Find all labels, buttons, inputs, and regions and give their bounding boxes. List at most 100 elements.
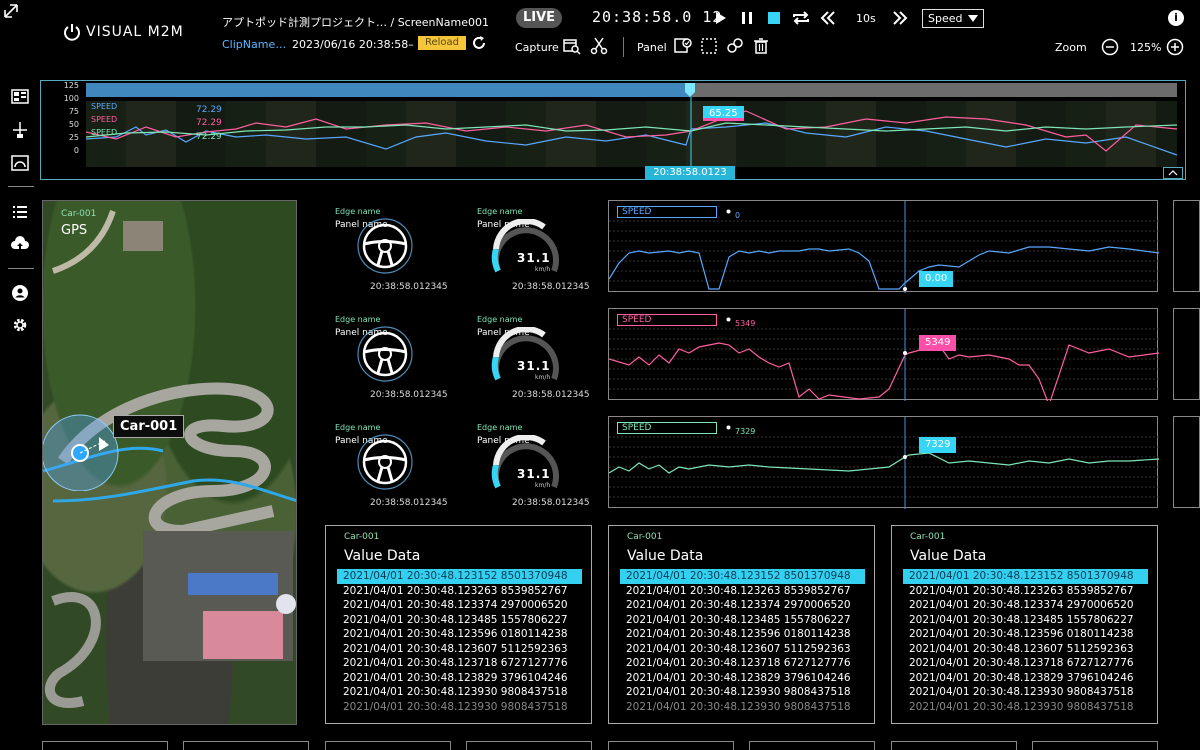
rewind-button[interactable]	[820, 9, 836, 27]
value-data-row[interactable]: 2021/04/01 20:30:48.123374 2970006520	[343, 599, 568, 611]
select-area-icon[interactable]	[700, 37, 718, 55]
timeline-handle-icon[interactable]	[685, 83, 695, 97]
value-data-row[interactable]: 2021/04/01 20:30:48.123718 6727127776	[343, 657, 568, 669]
value-data-row[interactable]: 2021/04/01 20:30:48.123607 5112592363	[909, 642, 1134, 655]
speed-gauge-icon[interactable]	[486, 435, 566, 497]
stop-button[interactable]	[767, 9, 781, 27]
line-chart-panel[interactable]: SPEED 5349 5349	[608, 308, 1159, 401]
collapse-chevron-up-icon[interactable]	[1163, 167, 1183, 179]
legend-dot-icon	[726, 317, 731, 322]
offscreen-panel[interactable]	[1173, 416, 1200, 508]
sidebar	[0, 80, 40, 340]
bottom-panel[interactable]	[466, 741, 592, 750]
scissors-icon[interactable]	[590, 37, 608, 55]
value-data-row[interactable]: 2021/04/01 20:30:48.123930 9808437518	[626, 700, 851, 713]
project-path[interactable]: アプトポッド計測プロジェクト… / ScreenName001	[222, 16, 489, 29]
value-data-row[interactable]: 2021/04/01 20:30:48.123263 8539852767	[626, 584, 851, 597]
trash-icon[interactable]	[752, 37, 770, 55]
value-data-row[interactable]: 2021/04/01 20:30:48.123596 0180114238	[343, 628, 568, 640]
play-button[interactable]	[714, 9, 728, 27]
value-data-row[interactable]: 2021/04/01 20:30:48.123485 1557806227	[343, 613, 568, 626]
car-location-marker-icon[interactable]	[43, 411, 123, 491]
bottom-panel[interactable]	[42, 741, 168, 750]
value-data-row[interactable]: 2021/04/01 20:30:48.123596 0180114238	[626, 628, 851, 640]
timeline-legend-name: SPEED	[91, 102, 118, 111]
panel-group-icon[interactable]	[726, 37, 744, 55]
speed-gauge-icon[interactable]	[486, 219, 566, 281]
value-data-row[interactable]: 2021/04/01 20:30:48.123596 0180114238	[909, 628, 1134, 640]
timeline[interactable]: 125 100 75 50 25 0 SPEED SPEED SPEED 72.…	[40, 80, 1186, 180]
value-data-row[interactable]: 2021/04/01 20:30:48.123374 2970006520	[909, 599, 1134, 611]
zoom-in-icon[interactable]	[1166, 38, 1184, 56]
value-data-panel[interactable]: Car-001 Value Data 2021/04/01 20:30:48.1…	[608, 525, 875, 724]
zoom-out-icon[interactable]	[1101, 38, 1119, 56]
value-data-row[interactable]: 2021/04/01 20:30:48.123829 3796104246	[626, 671, 851, 684]
bottom-panel[interactable]	[183, 741, 309, 750]
info-icon[interactable]: i	[1168, 10, 1184, 26]
gauge-panel-icon[interactable]	[10, 153, 30, 173]
value-data-row[interactable]: 2021/04/01 20:30:48.123829 3796104246	[343, 671, 568, 684]
value-data-row[interactable]: 2021/04/01 20:30:48.123829 3796104246	[909, 671, 1134, 684]
expand-icon[interactable]	[4, 4, 18, 18]
reload-button[interactable]: Reload	[418, 36, 466, 50]
speed-gauge-icon[interactable]	[486, 327, 566, 389]
value-data-row[interactable]: 2021/04/01 20:30:48.123930 9808437518	[343, 700, 568, 713]
live-badge[interactable]: LIVE	[516, 8, 562, 28]
list-icon[interactable]	[10, 202, 30, 222]
power-logo-icon	[64, 24, 80, 41]
gear-icon[interactable]	[10, 315, 30, 335]
value-data-row[interactable]: 2021/04/01 20:30:48.123607 5112592363	[343, 642, 568, 655]
timeline-progress[interactable]	[86, 83, 1177, 97]
value-data-row[interactable]: 2021/04/01 20:30:48.123374 2970006520	[626, 599, 851, 611]
pause-button[interactable]	[740, 9, 754, 27]
panel-timestamp: 20:38:58.012345	[370, 390, 448, 400]
offscreen-panel[interactable]	[1173, 200, 1200, 292]
network-icon[interactable]	[10, 120, 30, 140]
map-panel[interactable]: Car-001 GPS Car-001	[42, 200, 297, 725]
account-icon[interactable]	[10, 283, 30, 303]
speed-select[interactable]: Speed	[922, 9, 984, 28]
value-data-row[interactable]: 2021/04/01 20:30:48.123930 9808437518	[343, 686, 568, 698]
gauge-unit: km/h	[535, 266, 551, 273]
refresh-icon[interactable]	[471, 35, 487, 51]
value-data-row[interactable]: 2021/04/01 20:30:48.123152 8501370948	[337, 569, 582, 584]
bottom-panel[interactable]	[608, 741, 734, 750]
chart-cursor-dot	[903, 351, 907, 355]
steering-wheel-icon[interactable]	[356, 217, 414, 275]
bottom-panel[interactable]	[749, 741, 875, 750]
value-data-row[interactable]: 2021/04/01 20:30:48.123263 8539852767	[343, 584, 568, 597]
bottom-panel[interactable]	[891, 741, 1017, 750]
value-data-panel[interactable]: Car-001 Value Data 2021/04/01 20:30:48.1…	[891, 525, 1158, 724]
steering-wheel-icon[interactable]	[356, 433, 414, 491]
value-data-row[interactable]: 2021/04/01 20:30:48.123152 8501370948	[903, 569, 1148, 584]
capture-search-icon[interactable]	[563, 37, 581, 55]
value-data-panel[interactable]: Car-001 Value Data 2021/04/01 20:30:48.1…	[325, 525, 592, 724]
cloud-upload-icon[interactable]	[10, 234, 30, 254]
value-data-row[interactable]: 2021/04/01 20:30:48.123607 5112592363	[626, 642, 851, 655]
bottom-panel[interactable]	[325, 741, 451, 750]
value-data-row[interactable]: 2021/04/01 20:30:48.123718 6727127776	[909, 657, 1134, 669]
timeline-chart	[86, 97, 1177, 167]
value-data-row[interactable]: 2021/04/01 20:30:48.123930 9808437518	[909, 686, 1134, 698]
value-data-row[interactable]: 2021/04/01 20:30:48.123263 8539852767	[909, 584, 1134, 597]
y-tick: 0	[73, 146, 79, 155]
forward-button[interactable]	[892, 9, 908, 27]
value-data-row[interactable]: 2021/04/01 20:30:48.123485 1557806227	[626, 613, 851, 626]
steering-wheel-icon[interactable]	[356, 325, 414, 383]
value-data-row[interactable]: 2021/04/01 20:30:48.123930 9808437518	[909, 700, 1134, 713]
value-data-row[interactable]: 2021/04/01 20:30:48.123485 1557806227	[909, 613, 1134, 626]
value-data-row[interactable]: 2021/04/01 20:30:48.123152 8501370948	[620, 569, 865, 584]
map-satellite	[43, 210, 296, 708]
line-chart-panel[interactable]: SPEED 7329 7329	[608, 416, 1159, 509]
car-tag[interactable]: Car-001	[113, 415, 185, 438]
value-data-row[interactable]: 2021/04/01 20:30:48.123930 9808437518	[626, 686, 851, 698]
loop-button[interactable]	[791, 9, 811, 27]
panel-check-icon[interactable]	[674, 37, 692, 55]
clip-name[interactable]: ClipName…	[222, 38, 287, 51]
bottom-panel[interactable]	[1032, 741, 1158, 750]
value-data-row[interactable]: 2021/04/01 20:30:48.123718 6727127776	[626, 657, 851, 669]
speed-select-value: Speed	[928, 12, 963, 25]
line-chart-panel[interactable]: SPEED 0 0.00	[608, 200, 1159, 293]
offscreen-panel[interactable]	[1173, 308, 1200, 400]
dashboard-icon[interactable]	[10, 87, 30, 107]
